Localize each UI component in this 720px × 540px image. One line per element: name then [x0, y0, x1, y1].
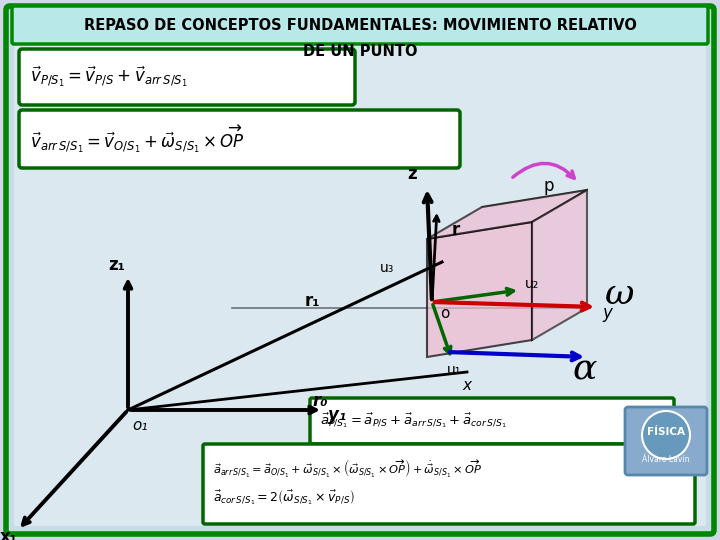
Polygon shape: [427, 190, 587, 239]
FancyBboxPatch shape: [203, 444, 695, 524]
Text: o₁: o₁: [132, 418, 148, 433]
Text: y: y: [602, 304, 612, 322]
FancyBboxPatch shape: [310, 398, 674, 444]
FancyBboxPatch shape: [625, 407, 707, 475]
Text: y₁: y₁: [328, 406, 346, 424]
FancyBboxPatch shape: [12, 6, 708, 44]
Text: r₀: r₀: [312, 392, 328, 410]
Text: u₂: u₂: [525, 277, 539, 291]
Text: z: z: [407, 165, 417, 183]
FancyBboxPatch shape: [14, 14, 706, 526]
Text: x: x: [462, 378, 471, 393]
Text: Álvaro Lavín: Álvaro Lavín: [642, 456, 690, 464]
Text: $\vec{a}_{cor\,S/S_1} = 2\left(\vec{\omega}_{S/S_1} \times \vec{v}_{P/S}\right)$: $\vec{a}_{cor\,S/S_1} = 2\left(\vec{\ome…: [213, 489, 354, 508]
Text: REPASO DE CONCEPTOS FUNDAMENTALES: MOVIMIENTO RELATIVO: REPASO DE CONCEPTOS FUNDAMENTALES: MOVIM…: [84, 17, 636, 32]
Polygon shape: [427, 222, 532, 357]
Text: o: o: [440, 306, 449, 321]
Text: r: r: [452, 221, 460, 239]
Text: $\vec{a}_{arr\,S/S_1} = \vec{a}_{O/S_1} + \vec{\omega}_{S/S_1} \times \left(\vec: $\vec{a}_{arr\,S/S_1} = \vec{a}_{O/S_1} …: [213, 457, 482, 479]
Text: x₁: x₁: [0, 528, 18, 540]
Text: α: α: [572, 352, 596, 386]
Text: u₃: u₃: [380, 261, 395, 275]
Text: p: p: [544, 177, 554, 195]
Text: FÍSICA: FÍSICA: [647, 427, 685, 437]
Text: u₁: u₁: [447, 363, 462, 377]
Text: $\vec{v}_{P/S_1} = \vec{v}_{P/S} + \vec{v}_{arr\,S/S_1}$: $\vec{v}_{P/S_1} = \vec{v}_{P/S} + \vec{…: [30, 65, 188, 89]
FancyBboxPatch shape: [6, 6, 714, 534]
Text: ω: ω: [605, 277, 634, 311]
Text: r₁: r₁: [305, 292, 320, 310]
Text: z₁: z₁: [108, 256, 125, 274]
Text: $\vec{a}_{P/S_1} = \vec{a}_{P/S} + \vec{a}_{arr\,S/S_1} + \vec{a}_{cor\,S/S_1}$: $\vec{a}_{P/S_1} = \vec{a}_{P/S} + \vec{…: [320, 411, 507, 430]
Polygon shape: [532, 190, 587, 340]
Circle shape: [642, 411, 690, 459]
FancyBboxPatch shape: [19, 110, 460, 168]
FancyBboxPatch shape: [19, 49, 355, 105]
Text: DE UN PUNTO: DE UN PUNTO: [302, 44, 418, 59]
Text: $\vec{v}_{arr\,S/S_1} = \vec{v}_{O/S_1} + \vec{\omega}_{S/S_1} \times \overright: $\vec{v}_{arr\,S/S_1} = \vec{v}_{O/S_1} …: [30, 123, 245, 155]
